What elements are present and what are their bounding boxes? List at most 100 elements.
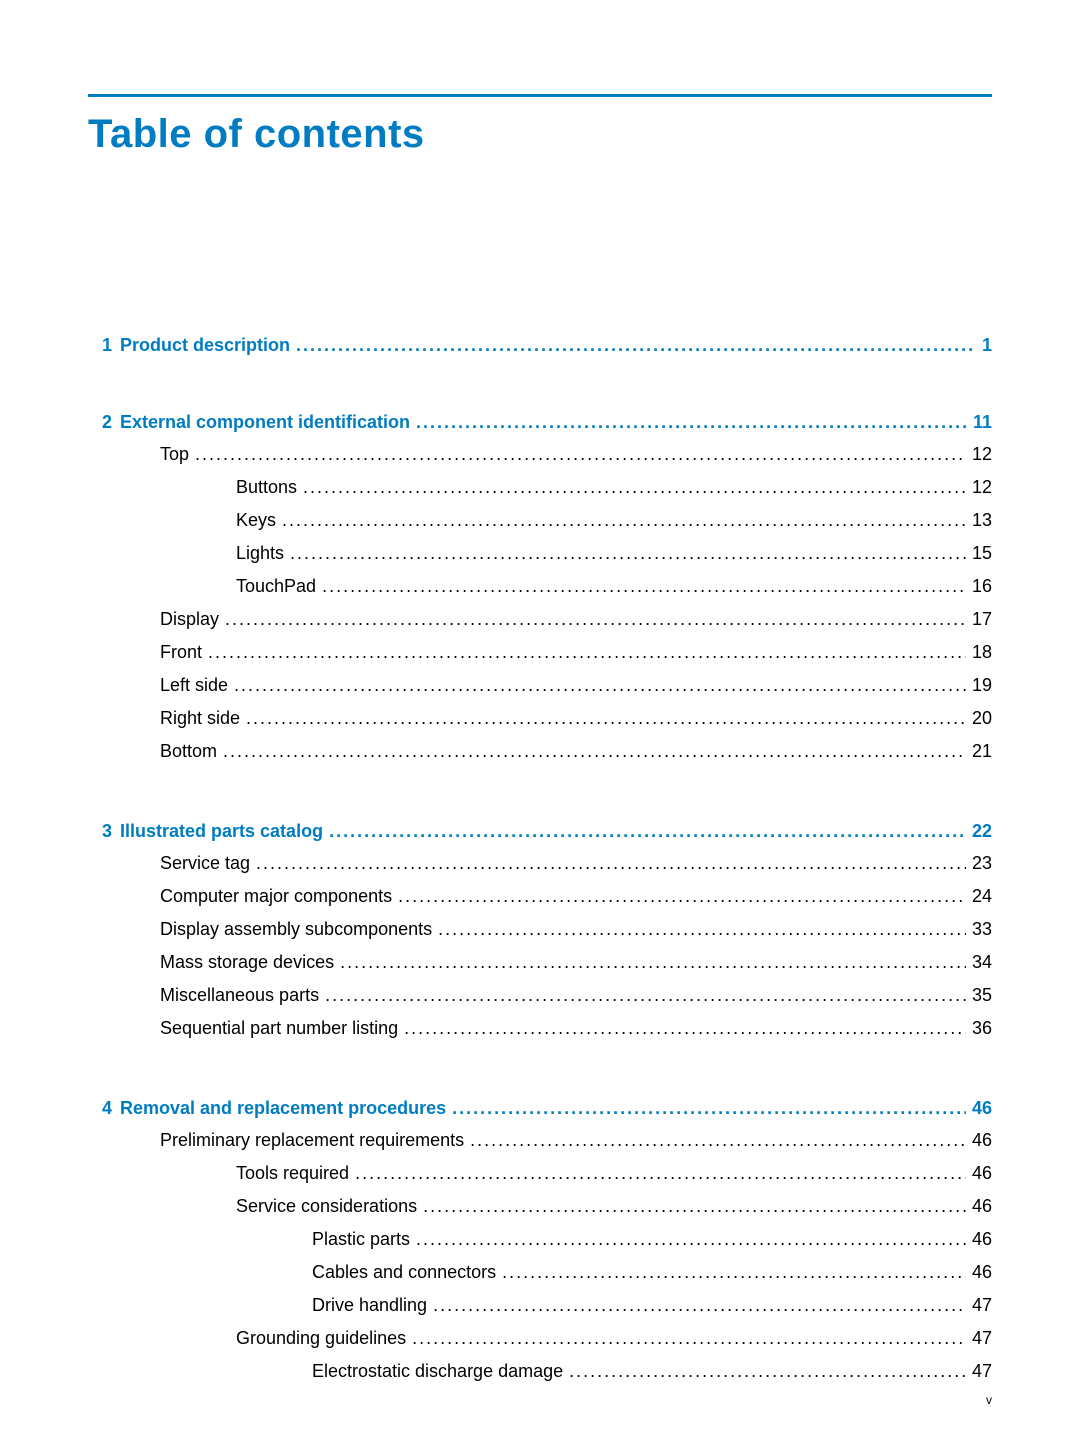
section-title: Product description xyxy=(120,335,290,356)
toc-item-page: 24 xyxy=(972,883,992,910)
toc-item-label: Miscellaneous parts xyxy=(160,982,319,1009)
section-number: 2 xyxy=(88,412,112,433)
section-title: Removal and replacement procedures xyxy=(120,1098,446,1119)
toc-item-page: 34 xyxy=(972,949,992,976)
leader-dots xyxy=(325,982,966,1009)
leader-dots xyxy=(355,1160,966,1187)
toc-item: Drive handling47 xyxy=(88,1292,992,1319)
page-title: Table of contents xyxy=(88,112,425,157)
toc-item-label: Front xyxy=(160,639,202,666)
leader-dots xyxy=(329,821,966,842)
toc-item: TouchPad 16 xyxy=(88,573,992,600)
toc-item-label: Mass storage devices xyxy=(160,949,334,976)
toc-item-label: Sequential part number listing xyxy=(160,1015,398,1042)
toc-item: Service considerations 46 xyxy=(88,1193,992,1220)
leader-dots xyxy=(412,1325,966,1352)
section-page: 22 xyxy=(972,821,992,842)
toc-item: Computer major components 24 xyxy=(88,883,992,910)
leader-dots xyxy=(416,412,967,433)
toc-item-page: 33 xyxy=(972,916,992,943)
leader-dots xyxy=(225,606,966,633)
toc-section-header: 3 Illustrated parts catalog 22 xyxy=(88,821,992,842)
toc-item: Cables and connectors46 xyxy=(88,1259,992,1286)
top-divider xyxy=(88,94,992,97)
toc-item-page: 46 xyxy=(972,1259,992,1286)
toc-item: Buttons12 xyxy=(88,474,992,501)
toc-item-page: 35 xyxy=(972,982,992,1009)
toc-item-page: 13 xyxy=(972,507,992,534)
leader-dots xyxy=(296,335,976,356)
toc-item-page: 46 xyxy=(972,1127,992,1154)
toc-item-label: Service tag xyxy=(160,850,250,877)
toc-item: Tools required 46 xyxy=(88,1160,992,1187)
leader-dots xyxy=(322,573,966,600)
leader-dots xyxy=(433,1292,966,1319)
section-number: 1 xyxy=(88,335,112,356)
toc-item: Left side19 xyxy=(88,672,992,699)
leader-dots xyxy=(502,1259,966,1286)
toc-item-page: 46 xyxy=(972,1226,992,1253)
section-number: 3 xyxy=(88,821,112,842)
toc-item-label: Lights xyxy=(236,540,284,567)
leader-dots xyxy=(423,1193,966,1220)
toc-item: Plastic parts 46 xyxy=(88,1226,992,1253)
toc-item-page: 12 xyxy=(972,441,992,468)
toc-item: Preliminary replacement requirements 46 xyxy=(88,1127,992,1154)
toc-section: 4 Removal and replacement procedures 46 … xyxy=(88,1098,992,1385)
toc-item: Display assembly subcomponents 33 xyxy=(88,916,992,943)
leader-dots xyxy=(246,705,966,732)
toc-item: Bottom 21 xyxy=(88,738,992,765)
toc-section: 2 External component identification 11 T… xyxy=(88,412,992,765)
toc-item-label: Grounding guidelines xyxy=(236,1325,406,1352)
toc-item-label: Service considerations xyxy=(236,1193,417,1220)
toc-item-label: Electrostatic discharge damage xyxy=(312,1358,563,1385)
toc-item-page: 47 xyxy=(972,1358,992,1385)
toc-item: Right side 20 xyxy=(88,705,992,732)
toc-item-page: 46 xyxy=(972,1160,992,1187)
leader-dots xyxy=(398,883,966,910)
toc-item: Display17 xyxy=(88,606,992,633)
toc-item-label: Bottom xyxy=(160,738,217,765)
toc-item: Service tag23 xyxy=(88,850,992,877)
toc-item-page: 15 xyxy=(972,540,992,567)
toc-item-label: Buttons xyxy=(236,474,297,501)
toc-item: Sequential part number listing36 xyxy=(88,1015,992,1042)
toc-item-page: 46 xyxy=(972,1193,992,1220)
page-number: v xyxy=(986,1393,992,1407)
section-page: 46 xyxy=(972,1098,992,1119)
toc-item: Top12 xyxy=(88,441,992,468)
toc-item-label: Keys xyxy=(236,507,276,534)
leader-dots xyxy=(208,639,966,666)
toc-section-header: 2 External component identification 11 xyxy=(88,412,992,433)
leader-dots xyxy=(195,441,966,468)
leader-dots xyxy=(569,1358,966,1385)
leader-dots xyxy=(438,916,966,943)
leader-dots xyxy=(223,738,966,765)
toc-item-page: 17 xyxy=(972,606,992,633)
leader-dots xyxy=(290,540,966,567)
toc-item: Lights 15 xyxy=(88,540,992,567)
leader-dots xyxy=(234,672,966,699)
toc-item-page: 21 xyxy=(972,738,992,765)
toc-item: Front18 xyxy=(88,639,992,666)
leader-dots xyxy=(404,1015,966,1042)
leader-dots xyxy=(416,1226,966,1253)
toc-item: Keys 13 xyxy=(88,507,992,534)
toc-section-header: 1 Product description 1 xyxy=(88,335,992,356)
toc-item-label: Computer major components xyxy=(160,883,392,910)
toc-item: Miscellaneous parts 35 xyxy=(88,982,992,1009)
toc-item-label: Right side xyxy=(160,705,240,732)
toc-item-label: TouchPad xyxy=(236,573,316,600)
toc-item-page: 16 xyxy=(972,573,992,600)
toc-item-label: Tools required xyxy=(236,1160,349,1187)
leader-dots xyxy=(303,474,966,501)
toc-item-label: Preliminary replacement requirements xyxy=(160,1127,464,1154)
toc-item: Grounding guidelines47 xyxy=(88,1325,992,1352)
toc-item-page: 20 xyxy=(972,705,992,732)
leader-dots xyxy=(256,850,966,877)
section-number: 4 xyxy=(88,1098,112,1119)
toc-item-label: Display assembly subcomponents xyxy=(160,916,432,943)
toc-container: 1 Product description 1 2 External compo… xyxy=(88,335,992,1441)
toc-item-label: Plastic parts xyxy=(312,1226,410,1253)
toc-item-page: 19 xyxy=(972,672,992,699)
